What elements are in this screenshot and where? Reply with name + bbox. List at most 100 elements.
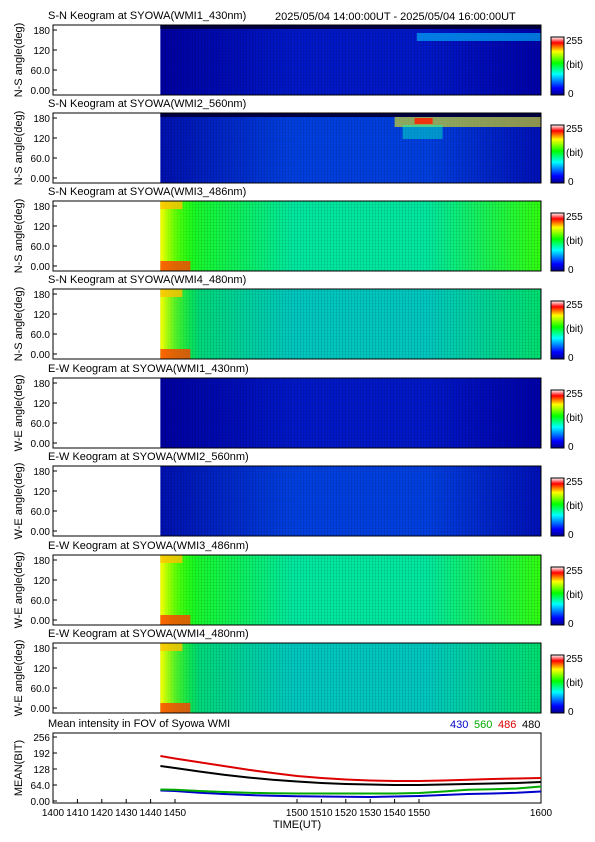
x-tick-label: 1600 [530,808,553,819]
keogram-texture-h [160,643,542,713]
y-axis-label: N-S angle(deg) [13,199,25,274]
series-line-430 [160,789,542,799]
x-tick-label: 1430 [115,808,138,819]
y-tick-label: 180 [33,202,50,213]
y-tick-label: 180 [33,290,50,301]
dark-edge-band [160,25,542,29]
x-tick-label: 1450 [164,808,187,819]
y-tick-label: 60.0 [31,154,51,165]
panel-title: E-W Keogram at SYOWA(WMI1_430nm) [48,363,249,375]
y-tick-label: 120 [33,222,50,233]
dark-edge-band [160,113,542,117]
keogram-panel-8: E-W Keogram at SYOWA(WMI4_480nm) 180 120 60… [13,628,583,718]
bright-start-bottom [160,349,191,359]
colorbar-min-label: 0 [568,353,574,364]
y-tick-label: 120 [33,399,50,410]
y-tick-label: 60.0 [31,419,51,430]
plot-frame [52,288,542,360]
bright-start-bottom [160,261,191,271]
colorbar [550,212,565,272]
colorbar-max-label: 255 [566,477,583,488]
colorbar-min-label: 0 [568,619,574,630]
y-tick-label: 60.0 [31,66,51,77]
keogram-panel-4: S-N Keogram at SYOWA(WMI4_480nm) 180 120 60… [13,274,583,364]
colorbar-unit-label: (bit) [566,324,583,335]
y-axis-label: N-S angle(deg) [13,23,25,98]
keogram-texture-h [160,378,542,448]
y-tick-label: 180 [33,644,50,655]
cyan-patch [416,33,541,41]
plot-frame [52,24,542,96]
colorbar [550,566,565,626]
plot-frame [52,377,542,449]
keogram-texture-h [160,201,542,271]
y-tick-label: 0.00 [31,616,51,627]
y-tick-label: 192 [33,749,50,760]
x-tick-label: 1530 [359,808,382,819]
colorbar-unit-label: (bit) [566,501,583,512]
bright-start-bottom [160,703,191,713]
y-tick-label: 0.00 [31,174,51,185]
y-tick-label: 180 [33,556,50,567]
panel-title: S-N Keogram at SYOWA(WMI4_480nm) [48,274,246,286]
mean-intensity-panel: Mean intensity in FOV of Syowa WMI 256 192… [13,718,553,831]
colorbar-unit-label: (bit) [566,678,583,689]
x-tick-label: 1400 [42,808,65,819]
colorbar-max-label: 255 [566,654,583,665]
colorbar-max-label: 255 [566,212,583,223]
colorbar [550,389,565,449]
y-tick-label: 120 [33,310,50,321]
x-tick-label: 1550 [408,808,431,819]
y-tick-label: 0.00 [31,262,51,273]
y-axis-label: W-E angle(deg) [13,552,25,629]
y-tick-label: 0.00 [31,527,51,538]
colorbar-min-label: 0 [568,530,574,541]
y-tick-label: 0.00 [31,350,51,361]
colorbar-min-label: 0 [568,177,574,188]
bright-start-top [160,643,183,651]
y-tick-label: 0.00 [31,86,51,97]
colorbar-min-label: 0 [568,707,574,718]
y-tick-label: 60.0 [31,507,51,518]
colorbar-max-label: 255 [566,36,583,47]
plot-frame [52,642,542,714]
bright-start-top [160,555,183,563]
x-tick-label: 1440 [139,808,162,819]
y-tick-label: 180 [33,467,50,478]
y-axis-label: N-S angle(deg) [13,111,25,186]
keogram-texture-h [160,289,542,359]
plot-frame [52,465,542,537]
plot-frame [52,200,542,272]
colorbar [550,124,565,184]
colorbar-unit-label: (bit) [566,413,583,424]
colorbar [550,654,565,714]
time-range-label: 2025/05/04 14:00:00UT - 2025/05/04 16:00… [275,11,516,23]
y-tick-label: 60.0 [31,242,51,253]
plot-frame [52,554,542,626]
y-tick-label: 120 [33,576,50,587]
x-axis-label: TIME(UT) [273,819,321,831]
x-tick-label: 1510 [310,808,333,819]
keogram-panel-5: E-W Keogram at SYOWA(WMI1_430nm) 180 120 60… [13,363,583,453]
colorbar-max-label: 255 [566,566,583,577]
colorbar-max-label: 255 [566,389,583,400]
bright-start-top [160,289,183,297]
panel-title: E-W Keogram at SYOWA(WMI4_480nm) [48,628,249,640]
colorbar-max-label: 255 [566,124,583,135]
panel-title: S-N Keogram at SYOWA(WMI2_560nm) [48,98,246,110]
legend-480: 480 [522,719,540,731]
y-axis-label: MEAN(BIT) [13,740,25,796]
bright-start-band [160,201,201,271]
y-tick-label: 120 [33,46,50,57]
y-axis-label: N-S angle(deg) [13,287,25,362]
colorbar-unit-label: (bit) [566,148,583,159]
panel-title: S-N Keogram at SYOWA(WMI1_430nm) [48,10,246,22]
colorbar-unit-label: (bit) [566,60,583,71]
x-tick-label: 1540 [383,808,406,819]
legend-486: 486 [498,719,516,731]
bright-start-top [160,201,183,209]
y-axis-label: W-E angle(deg) [13,463,25,540]
panel-title: E-W Keogram at SYOWA(WMI3_486nm) [48,540,249,552]
colorbar-max-label: 255 [566,300,583,311]
legend-560: 560 [474,719,492,731]
